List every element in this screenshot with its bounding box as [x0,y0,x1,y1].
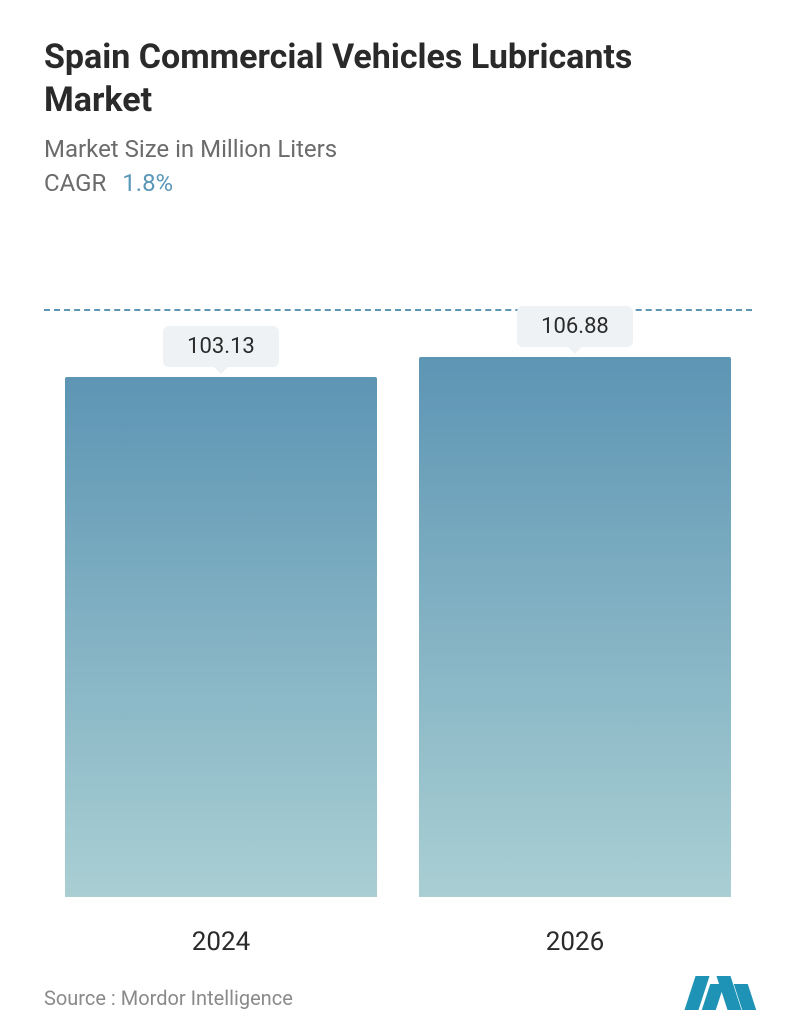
value-label-1: 106.88 [517,306,633,347]
x-label-0: 2024 [65,927,377,957]
chart-subtitle: Market Size in Million Liters [44,135,752,163]
cagr-line: CAGR 1.8% [44,169,752,197]
chart-header: Spain Commercial Vehicles Lubricants Mar… [44,36,752,197]
chart-footer: Source : Mordor Intelligence [44,976,752,1010]
source-text: Source : Mordor Intelligence [44,986,293,1010]
bar-column-0: 103.13 [65,326,377,897]
value-label-0: 103.13 [163,326,279,367]
cagr-label: CAGR [44,169,106,197]
bars-container: 103.13 106.88 [44,297,752,897]
cagr-value: 1.8% [122,169,173,197]
bar-1 [419,357,731,897]
mordor-logo-icon [690,976,752,1010]
bar-chart: 103.13 106.88 2024 2026 [44,257,752,957]
x-label-1: 2026 [419,927,731,957]
x-axis-labels: 2024 2026 [44,927,752,957]
chart-title: Spain Commercial Vehicles Lubricants Mar… [44,36,664,121]
bar-column-1: 106.88 [419,306,731,897]
bar-0 [65,377,377,897]
